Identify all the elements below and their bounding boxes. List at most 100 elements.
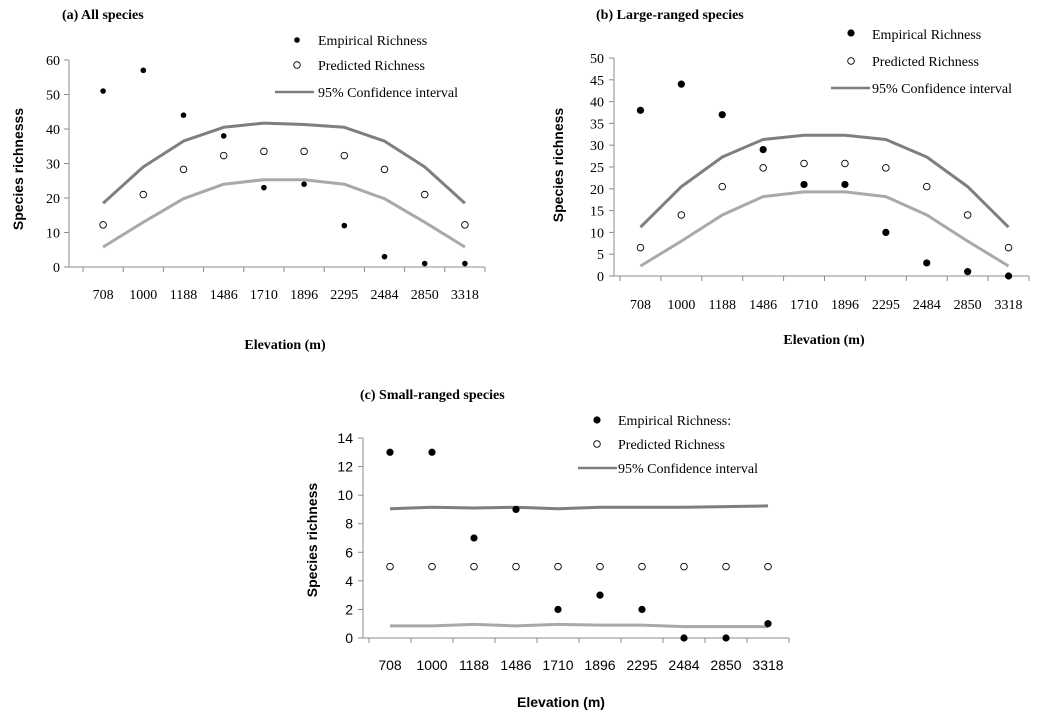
predicted-point [300,147,308,156]
x-tick-label: 2484 [371,288,399,303]
empirical-point [386,448,394,456]
predicted-point [636,243,645,252]
predicted-point [179,165,188,174]
legend-a-predicted-marker [293,61,301,69]
empirical-point [596,591,604,599]
x-tick-label: 3318 [995,298,1023,313]
empirical-point [462,260,468,267]
empirical-point [636,106,645,114]
y-tick-label: 8 [345,516,353,532]
x-tick-label: 1000 [129,288,157,303]
x-tick-label: 1486 [210,288,238,303]
legend-c-empirical-marker [593,416,601,424]
x-tick-label: 1486 [500,657,531,673]
predicted-point [340,151,349,160]
empirical-point [677,80,685,88]
y-tick-label: 12 [337,459,353,475]
legend-b-predicted-marker [847,57,855,65]
ci-upper-line [102,121,466,205]
ci-lower-line [639,190,1010,268]
x-tick-label: 1896 [290,288,318,303]
predicted-point [260,147,268,156]
predicted-point [428,562,436,571]
x-tick-label: 2850 [954,298,982,313]
empirical-point [638,605,646,614]
y-tick-label: 10 [337,487,353,503]
x-tick-label: 1710 [790,298,818,313]
empirical-point [764,620,772,628]
predicted-point [554,562,562,571]
x-tick-label: 2484 [668,657,699,673]
predicted-point [722,562,730,571]
x-tick-label: 2484 [913,298,941,313]
panel-c-xlabel: Elevation (m) [517,694,605,710]
y-tick-label: 30 [590,139,604,154]
x-tick-label: 1188 [459,657,489,673]
x-tick-label: 2850 [411,288,439,303]
y-tick-label: 40 [590,96,604,111]
y-tick-label: 60 [46,54,60,69]
panel-b-title: (b) Large-ranged species [596,8,744,23]
x-tick-label: 2295 [330,288,358,303]
x-tick-label: 3318 [451,288,479,303]
x-tick-label: 2850 [710,657,741,673]
empirical-point [882,228,890,236]
predicted-point [420,190,429,199]
legend-b-empirical-marker [847,29,855,37]
predicted-point [470,562,478,571]
y-tick-label: 0 [597,270,604,285]
legend-a-predicted-label: Predicted Richness [318,59,425,74]
panel-a-ylabel: Species richnesss [10,108,26,230]
x-tick-label: 708 [378,657,402,673]
legend-a-empirical-marker [294,37,300,43]
y-tick-label: 50 [46,89,60,104]
empirical-point [964,268,972,276]
legend-c-ci-label: 95% Confidence interval [618,462,758,477]
x-tick-label: 1000 [416,657,447,673]
empirical-point [800,180,808,189]
x-tick-label: 708 [630,298,651,313]
ci-lower-line [102,178,466,249]
predicted-point [386,562,394,571]
legend-b-predicted-label: Predicted Richness [872,55,979,70]
y-tick-label: 35 [590,117,604,132]
y-tick-label: 15 [590,205,604,220]
y-tick-label: 10 [46,227,60,242]
y-tick-label: 4 [345,573,353,589]
predicted-point [882,164,890,172]
y-tick-label: 2 [345,601,353,617]
panel-a-plot: 0 10 20 30 40 50 60 708 1000 1188 1486 1710 1896 2295… [46,54,486,303]
ci-upper-line [389,504,769,511]
predicted-point [923,182,931,191]
empirical-point [421,260,428,267]
y-tick-label: 5 [597,248,604,263]
empirical-point [512,505,520,514]
y-tick-label: 45 [590,74,604,89]
x-tick-label: 1710 [542,657,573,673]
panel-a-xlabel: Elevation (m) [244,338,326,353]
legend-c-empirical-label: Empirical Richness: [618,414,731,429]
predicted-point [841,159,849,168]
x-tick-label: 2295 [872,298,900,313]
empirical-point [301,181,307,187]
x-tick-label: 1000 [667,298,695,313]
x-tick-label: 3318 [752,657,783,673]
y-tick-label: 14 [337,430,353,446]
empirical-point [428,448,436,456]
predicted-point [596,562,604,571]
empirical-point [722,634,730,642]
y-tick-label: 0 [53,261,60,276]
legend-c-predicted-label: Predicted Richness [618,438,725,453]
predicted-point [963,211,972,219]
y-tick-label: 20 [590,183,604,198]
predicted-point [219,151,228,160]
empirical-point [841,180,849,189]
empirical-point [923,259,931,267]
panel-a: (a) All species Elevation (m) Species ri… [10,8,486,353]
x-tick-label: 1896 [584,657,615,673]
empirical-point [381,253,388,260]
predicted-point [680,562,688,571]
panel-c-title: (c) Small-ranged species [360,388,505,403]
